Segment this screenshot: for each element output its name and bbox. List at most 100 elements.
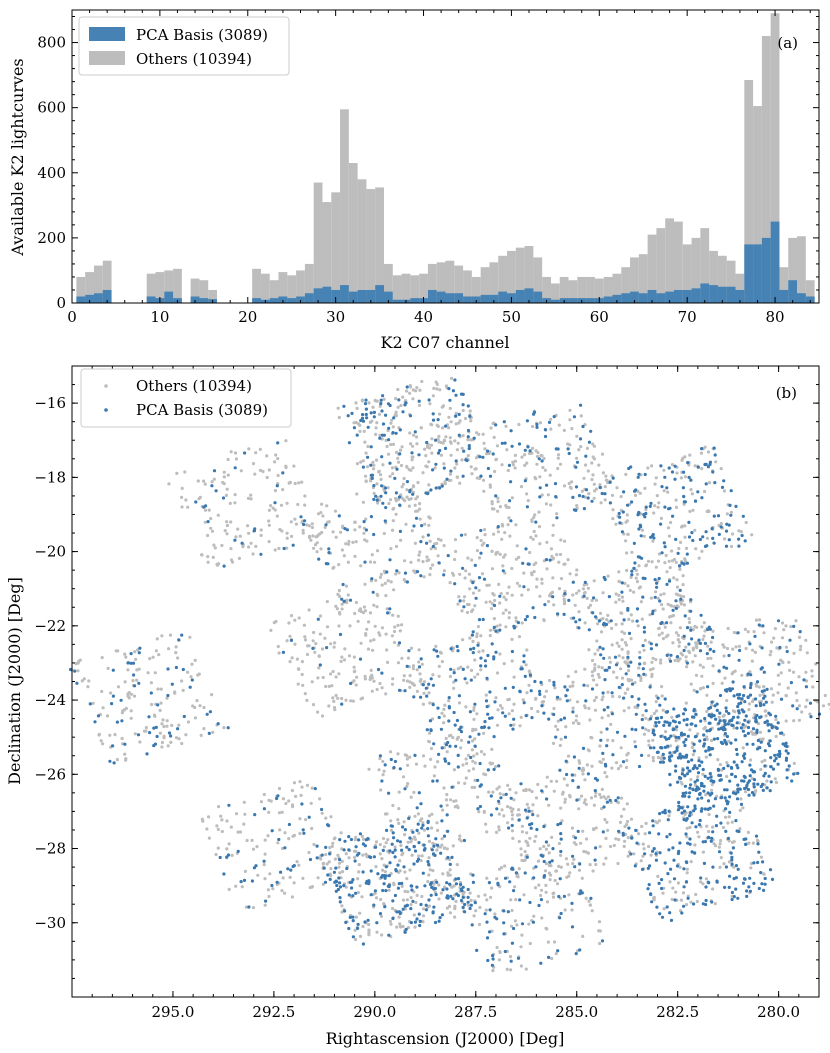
pca-point xyxy=(303,519,307,523)
y-tick-label: 0 xyxy=(56,294,66,312)
others-point xyxy=(329,642,333,646)
others-point xyxy=(422,828,426,832)
others-point xyxy=(534,449,538,453)
others-point xyxy=(477,556,482,560)
others-point xyxy=(346,560,350,564)
others-point xyxy=(619,814,624,819)
others-point xyxy=(337,624,341,628)
pca-point xyxy=(736,715,740,719)
others-point xyxy=(453,557,457,562)
others-point xyxy=(608,844,613,849)
others-point xyxy=(643,638,647,643)
pca-point xyxy=(685,717,689,722)
others-point xyxy=(679,540,683,545)
pca-point xyxy=(704,749,708,753)
pca-point xyxy=(544,558,549,562)
others-point xyxy=(405,898,409,902)
scatter-legend-marker-pca xyxy=(104,408,108,412)
pca-point xyxy=(691,538,695,543)
pca-point xyxy=(702,744,706,748)
others-point xyxy=(632,590,636,594)
pca-point xyxy=(379,402,383,406)
pca-point xyxy=(651,612,655,616)
pca-point xyxy=(322,866,326,870)
others-point xyxy=(597,665,601,669)
others-point xyxy=(548,878,552,882)
pca-point xyxy=(351,935,355,939)
others-point xyxy=(651,539,655,543)
others-bar xyxy=(85,272,94,303)
pca-point xyxy=(641,667,645,671)
pca-point xyxy=(640,556,644,560)
pca-point xyxy=(724,529,729,533)
pca-point xyxy=(469,647,473,651)
pca-point xyxy=(387,933,391,937)
others-point xyxy=(664,553,668,558)
pca-point xyxy=(316,617,320,621)
others-point xyxy=(724,815,728,819)
others-point xyxy=(198,495,202,499)
others-point xyxy=(394,450,399,454)
pca-point xyxy=(766,723,770,727)
others-point xyxy=(269,504,273,508)
pca-point xyxy=(687,795,691,799)
pca-point xyxy=(494,423,498,427)
others-point xyxy=(445,847,449,851)
others-point xyxy=(374,896,379,900)
others-point xyxy=(590,477,594,482)
others-point xyxy=(582,476,586,480)
others-point xyxy=(559,806,563,810)
others-point xyxy=(525,691,529,695)
pca-point xyxy=(364,881,368,885)
pca-point xyxy=(762,888,766,893)
others-point xyxy=(746,830,751,835)
others-point xyxy=(384,841,388,845)
others-point xyxy=(267,798,271,802)
pca-point xyxy=(435,779,439,783)
others-point xyxy=(423,764,427,768)
pca-point xyxy=(507,826,511,830)
others-point xyxy=(549,417,553,421)
pca-point xyxy=(343,909,347,913)
pca-point xyxy=(662,723,666,728)
others-point xyxy=(459,665,463,669)
pca-point xyxy=(538,495,542,499)
others-point xyxy=(563,797,567,802)
others-point xyxy=(723,537,727,541)
pca-point xyxy=(691,715,695,719)
others-point xyxy=(340,859,344,864)
others-point xyxy=(406,840,410,844)
pca-point xyxy=(393,848,397,852)
others-point xyxy=(359,564,363,568)
others-point xyxy=(430,826,434,830)
pca-point xyxy=(240,541,244,545)
others-point xyxy=(749,730,754,734)
pca-point xyxy=(311,646,315,651)
others-point xyxy=(483,447,487,451)
others-bar xyxy=(682,244,692,303)
pca-point xyxy=(698,641,703,646)
others-point xyxy=(334,693,338,698)
pca-point xyxy=(364,412,368,417)
pca-point xyxy=(447,719,451,723)
others-point xyxy=(507,516,511,520)
others-point xyxy=(534,696,538,700)
pca-point xyxy=(637,527,641,531)
pca-point xyxy=(473,744,477,748)
pca-point xyxy=(120,719,124,723)
others-point xyxy=(177,723,181,727)
pca-point xyxy=(576,785,581,789)
others-bar xyxy=(594,278,604,303)
others-point xyxy=(381,836,386,841)
pca-point xyxy=(287,822,291,827)
pca-bar xyxy=(638,293,648,303)
pca-point xyxy=(739,701,743,705)
others-point xyxy=(209,517,213,521)
others-point xyxy=(442,885,447,889)
others-point xyxy=(592,457,597,461)
others-point xyxy=(454,899,458,904)
pca-point xyxy=(778,752,782,756)
others-point xyxy=(416,509,420,513)
others-point xyxy=(510,566,514,571)
pca-point xyxy=(758,701,763,706)
